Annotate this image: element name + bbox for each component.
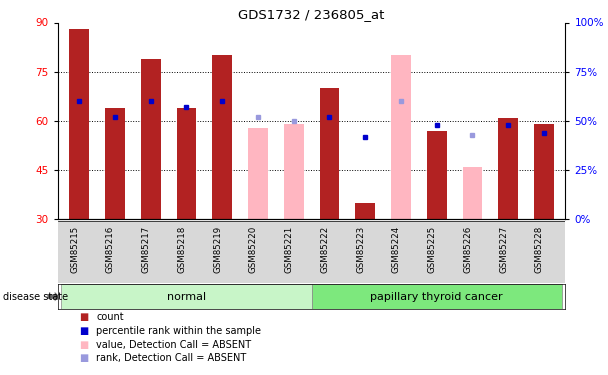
Bar [534,124,554,219]
Text: ■: ■ [79,354,88,363]
Bar [427,131,446,219]
Bar [463,167,482,219]
Text: GSM85226: GSM85226 [463,226,472,273]
Text: ■: ■ [79,326,88,336]
Bar [212,56,232,219]
Text: GSM85225: GSM85225 [428,226,437,273]
Bar [391,56,411,219]
Bar [61,284,311,309]
Text: ■: ■ [79,340,88,350]
Text: value, Detection Call = ABSENT: value, Detection Call = ABSENT [96,340,251,350]
Bar [105,108,125,219]
Bar [499,118,518,219]
Text: ■: ■ [79,312,88,322]
Bar [69,29,89,219]
Bar [356,203,375,219]
Text: GSM85228: GSM85228 [535,226,544,273]
Text: GSM85217: GSM85217 [142,226,151,273]
Title: GDS1732 / 236805_at: GDS1732 / 236805_at [238,8,385,21]
Text: percentile rank within the sample: percentile rank within the sample [96,326,261,336]
Text: rank, Detection Call = ABSENT: rank, Detection Call = ABSENT [96,354,246,363]
Bar [311,284,562,309]
Text: GSM85220: GSM85220 [249,226,258,273]
Bar [177,108,196,219]
Text: count: count [96,312,123,322]
Bar [284,124,303,219]
Text: GSM85227: GSM85227 [499,226,508,273]
Text: GSM85223: GSM85223 [356,226,365,273]
Bar [141,58,161,219]
Text: GSM85221: GSM85221 [285,226,294,273]
Text: GSM85215: GSM85215 [70,226,79,273]
Text: GSM85222: GSM85222 [320,226,330,273]
Text: GSM85224: GSM85224 [392,226,401,273]
Bar [320,88,339,219]
Text: GSM85216: GSM85216 [106,226,115,273]
Text: GSM85218: GSM85218 [178,226,187,273]
Bar [248,128,268,219]
Text: disease state: disease state [3,292,68,302]
Text: papillary thyroid cancer: papillary thyroid cancer [370,292,503,302]
Text: GSM85219: GSM85219 [213,226,222,273]
Text: normal: normal [167,292,206,302]
